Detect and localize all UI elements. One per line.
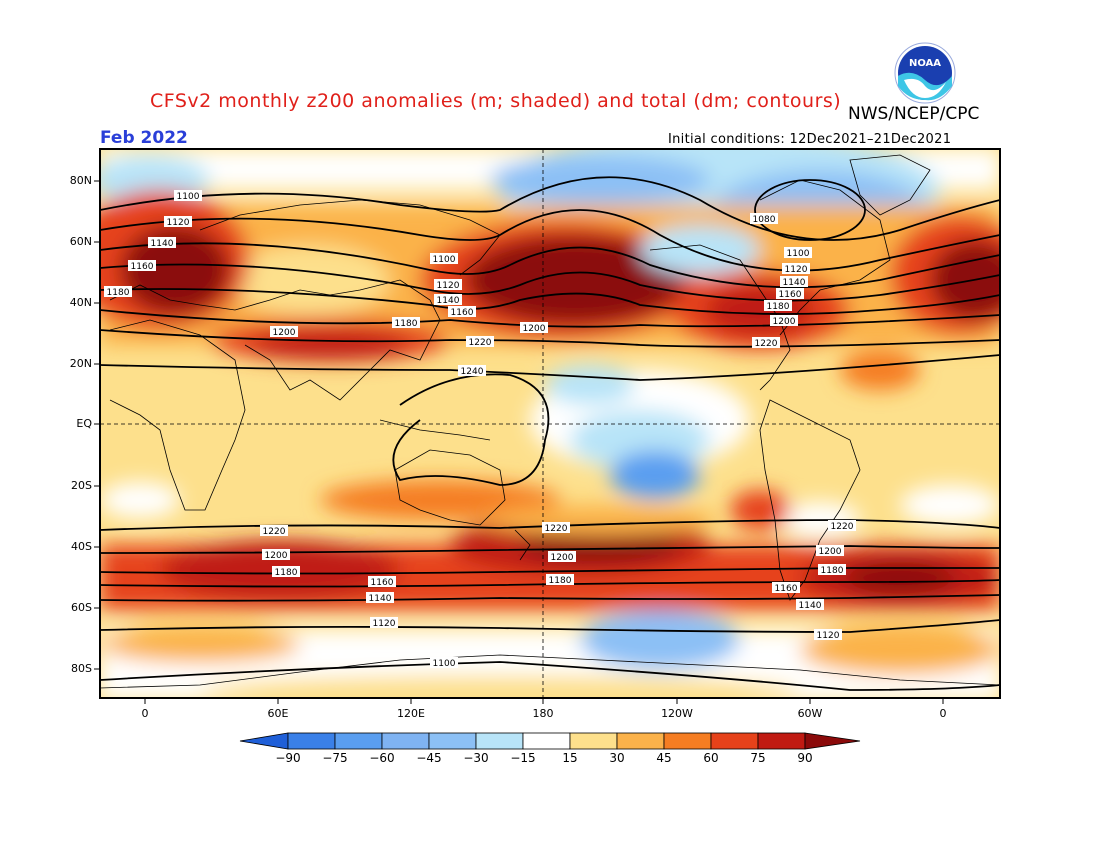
lon-label: 60E	[267, 707, 289, 720]
colorbar-bin	[381, 732, 430, 750]
contour-label: 1160	[779, 290, 802, 300]
contour-label: 1160	[451, 308, 474, 318]
colorbar-label: 45	[656, 751, 672, 765]
colorbar-bin	[522, 732, 571, 750]
colorbar-label: −15	[510, 751, 536, 765]
lon-label: 120W	[661, 707, 693, 720]
contour-label: 1160	[775, 584, 798, 594]
contour-label: 1220	[755, 339, 778, 349]
colorbar-label: 15	[562, 751, 578, 765]
contour-label: 1180	[821, 566, 844, 576]
contour-label: 1160	[131, 262, 154, 272]
colorbar-bin	[287, 732, 336, 750]
lon-label: 120E	[397, 707, 425, 720]
lat-label: 60N	[69, 235, 92, 248]
contour-label: 1180	[107, 288, 130, 298]
colorbar-bin	[757, 732, 806, 750]
colorbar-label: −60	[369, 751, 395, 765]
lat-label: EQ	[76, 417, 92, 430]
contour-label: 1120	[373, 619, 396, 629]
colorbar-arrow-left	[239, 732, 289, 750]
lat-label: 40N	[69, 296, 92, 309]
contour-label: 1140	[151, 239, 174, 249]
colorbar-label: 75	[750, 751, 766, 765]
lat-label: 40S	[71, 540, 92, 553]
contour-label: 1140	[783, 278, 806, 288]
contour-label: 1200	[551, 553, 574, 563]
contour-label: 1200	[523, 324, 546, 334]
lon-label: 180	[532, 707, 554, 720]
map-title: CFSv2 monthly z200 anomalies (m; shaded)…	[150, 90, 842, 112]
colorbar-bin	[616, 732, 665, 750]
colorbar-label: 30	[609, 751, 625, 765]
contour-label: 1180	[395, 319, 418, 329]
noaa-logo: NOAA	[894, 42, 956, 104]
contour-label: 1180	[275, 568, 298, 578]
contour-label: 1120	[817, 631, 840, 641]
colorbar-bin	[475, 732, 524, 750]
colorbar-label: −90	[275, 751, 301, 765]
axis-ticks	[94, 180, 944, 704]
contour-label: 1100	[433, 255, 456, 265]
contour-label: 1180	[767, 302, 790, 312]
contour-labels-north: 1100 1120 1140 1160 1180 1200 1220 1240 …	[104, 190, 812, 377]
colorbar-label: 60	[703, 751, 719, 765]
colorbar-label: −30	[463, 751, 489, 765]
contour-label: 1160	[371, 578, 394, 588]
colorbar-bin	[428, 732, 477, 750]
colorbar-arrow-right	[804, 732, 861, 750]
contour-label: 1120	[785, 265, 808, 275]
lat-label: 20N	[69, 357, 92, 370]
noaa-logo-text: NOAA	[909, 58, 941, 69]
lat-label: 80N	[69, 174, 92, 187]
lon-label: 0	[141, 707, 149, 720]
contour-label: 1140	[799, 601, 822, 611]
initial-conditions: Initial conditions: 12Dec2021–21Dec2021	[668, 132, 952, 147]
lat-label: 20S	[71, 479, 92, 492]
colorbar-bin	[569, 732, 618, 750]
contour-label: 1200	[265, 551, 288, 561]
colorbar-label: −75	[322, 751, 348, 765]
contour-label: 1080	[753, 215, 776, 225]
contour-label: 1200	[819, 547, 842, 557]
contour-label: 1140	[369, 594, 392, 604]
contour-label: 1220	[469, 338, 492, 348]
contour-label: 1240	[461, 367, 484, 377]
contour-label: 1220	[263, 527, 286, 537]
contour-label: 1140	[437, 296, 460, 306]
contour-label: 1100	[177, 192, 200, 202]
contour-label: 1200	[273, 328, 296, 338]
contour-label: 1200	[773, 317, 796, 327]
contour-label: 1220	[545, 524, 568, 534]
forecast-month: Feb 2022	[100, 128, 188, 148]
lon-label: 60W	[797, 707, 823, 720]
colorbar-bin	[334, 732, 383, 750]
contour-label: 1180	[549, 576, 572, 586]
contour-label: 1120	[437, 281, 460, 291]
contour-labels-south: 1220 1200 1180 1160 1140 1120 1100 1220 …	[260, 520, 856, 669]
contour-label: 1120	[167, 218, 190, 228]
lon-label: 0	[939, 707, 947, 720]
contour-label: 1100	[787, 249, 810, 259]
colorbar-label: 90	[797, 751, 813, 765]
colorbar-label: −45	[416, 751, 442, 765]
colorbar-bin	[663, 732, 712, 750]
contour-label: 1220	[831, 522, 854, 532]
contour-label: 1100	[433, 659, 456, 669]
lat-label: 80S	[71, 662, 92, 675]
colorbar-bin	[710, 732, 759, 750]
credit-label: NWS/NCEP/CPC	[848, 104, 980, 124]
lat-label: 60S	[71, 601, 92, 614]
